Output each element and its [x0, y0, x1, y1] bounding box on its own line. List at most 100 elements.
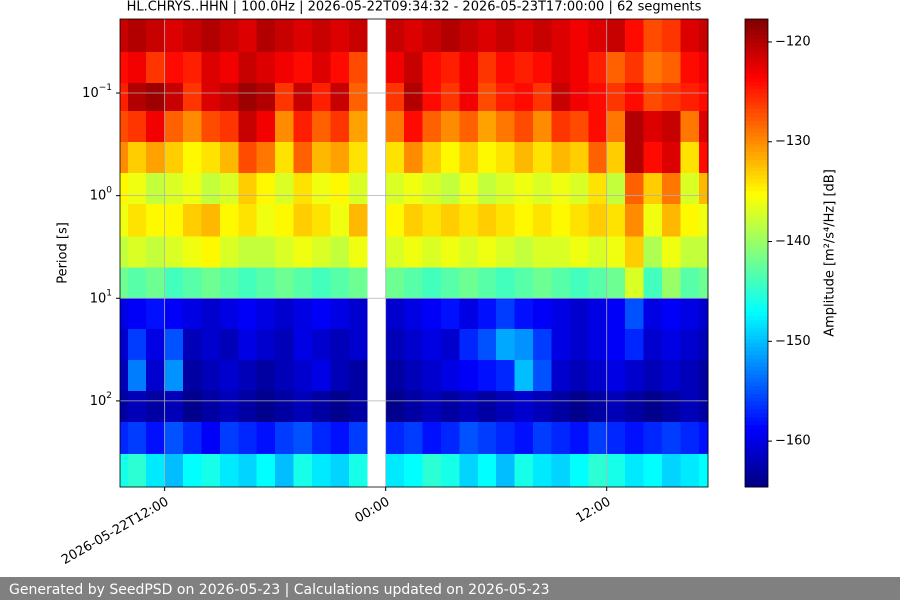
colorbar-swatch	[745, 475, 768, 480]
heatmap-cell	[219, 52, 239, 84]
colorbar-swatch	[745, 206, 768, 211]
heatmap-cell	[698, 454, 709, 488]
heatmap-cell	[127, 172, 147, 205]
colorbar-swatch	[745, 46, 768, 51]
heatmap-cell	[661, 298, 681, 330]
heatmap-cell	[238, 141, 258, 174]
heatmap-cell	[312, 172, 331, 205]
colorbar-swatch	[745, 307, 768, 312]
heatmap-cell	[551, 83, 571, 112]
heatmap-cell	[238, 203, 258, 237]
heatmap-cell	[120, 52, 129, 84]
heatmap-cell	[606, 421, 626, 455]
heatmap-cell	[385, 111, 405, 143]
heatmap-cell	[330, 19, 350, 53]
heatmap-cell	[643, 329, 663, 361]
heatmap-cell	[514, 267, 534, 299]
heatmap-cell	[330, 203, 350, 237]
heatmap-cell	[348, 111, 368, 143]
heatmap-cell	[293, 421, 313, 455]
heatmap-cell	[588, 360, 608, 392]
heatmap-cell	[643, 141, 663, 174]
heatmap-cell	[459, 19, 479, 53]
heatmap-cell	[293, 141, 313, 174]
heatmap-cell	[238, 360, 258, 392]
heatmap-cell	[164, 19, 184, 53]
heatmap-cell	[606, 52, 626, 84]
heatmap-cell	[312, 203, 331, 237]
heatmap-cell	[201, 390, 221, 423]
colorbar-swatch	[745, 444, 768, 449]
heatmap-cell	[201, 111, 221, 143]
heatmap-cell	[120, 454, 129, 488]
heatmap-cell	[422, 329, 442, 361]
heatmap-cell	[643, 19, 663, 53]
colorbar-swatch	[745, 467, 768, 472]
colorbar-swatch	[745, 116, 768, 121]
heatmap-cell	[440, 360, 460, 392]
heatmap-cell	[625, 329, 644, 361]
heatmap-cell	[164, 111, 184, 143]
heatmap-cell	[698, 141, 709, 174]
plot-frame	[119, 18, 709, 488]
x-tick-label: 00:00	[352, 495, 392, 527]
heatmap-cell	[256, 203, 276, 237]
heatmap-cell	[496, 329, 516, 361]
heatmap-cell	[606, 329, 626, 361]
heatmap-cell	[643, 172, 663, 205]
heatmap-cell	[625, 203, 644, 237]
heatmap-cell	[256, 236, 276, 268]
heatmap-cell	[588, 111, 608, 143]
heatmap-cell	[238, 267, 258, 299]
heatmap-cell	[293, 267, 313, 299]
colorbar-swatch	[745, 412, 768, 418]
colorbar-swatch	[745, 178, 768, 184]
heatmap-cell	[293, 329, 313, 361]
heatmap-cell	[120, 19, 129, 53]
colorbar-swatch	[745, 455, 768, 461]
heatmap-cell	[477, 111, 497, 143]
heatmap-cell	[275, 298, 294, 330]
heatmap-cell	[256, 421, 276, 455]
colorbar-swatch	[745, 186, 768, 192]
heatmap-cell	[514, 141, 534, 174]
heatmap-cell	[680, 421, 700, 455]
heatmap-cell	[606, 111, 626, 143]
heatmap-cell	[533, 83, 552, 112]
heatmap-cell	[569, 111, 589, 143]
heatmap-cell	[183, 454, 202, 488]
heatmap-cell	[569, 421, 589, 455]
colorbar-swatch	[745, 61, 768, 67]
colorbar-swatch	[745, 104, 768, 110]
heatmap-cell	[514, 329, 534, 361]
heatmap-cell	[330, 329, 350, 361]
heatmap-cell	[459, 298, 479, 330]
heatmap-cell	[459, 329, 479, 361]
colorbar-tick-label: −160	[775, 434, 811, 449]
heatmap-cell	[256, 52, 276, 84]
heatmap-cell	[385, 236, 405, 268]
heatmap-cell	[606, 236, 626, 268]
heatmap-cell	[459, 52, 479, 84]
heatmap-cell	[661, 83, 681, 112]
colorbar-swatch	[745, 409, 768, 414]
colorbar-swatch	[745, 42, 768, 47]
heatmap-cell	[127, 141, 147, 174]
heatmap-cell	[348, 83, 368, 112]
colorbar-swatch	[745, 34, 768, 39]
heatmap-cell	[477, 454, 497, 488]
colorbar-swatch	[745, 132, 768, 137]
heatmap-cell	[183, 111, 202, 143]
heatmap-cell	[661, 52, 681, 84]
heatmap-cell	[348, 141, 368, 174]
heatmap-cell	[312, 421, 331, 455]
heatmap-cell	[312, 267, 331, 299]
heatmap-cell	[680, 83, 700, 112]
heatmap-cell	[275, 172, 294, 205]
heatmap-cell	[404, 454, 423, 488]
heatmap-cell	[440, 19, 460, 53]
heatmap-cell	[588, 203, 608, 237]
heatmap-cell	[477, 360, 497, 392]
heatmap-cell	[661, 390, 681, 423]
heatmap-cell	[183, 52, 202, 84]
